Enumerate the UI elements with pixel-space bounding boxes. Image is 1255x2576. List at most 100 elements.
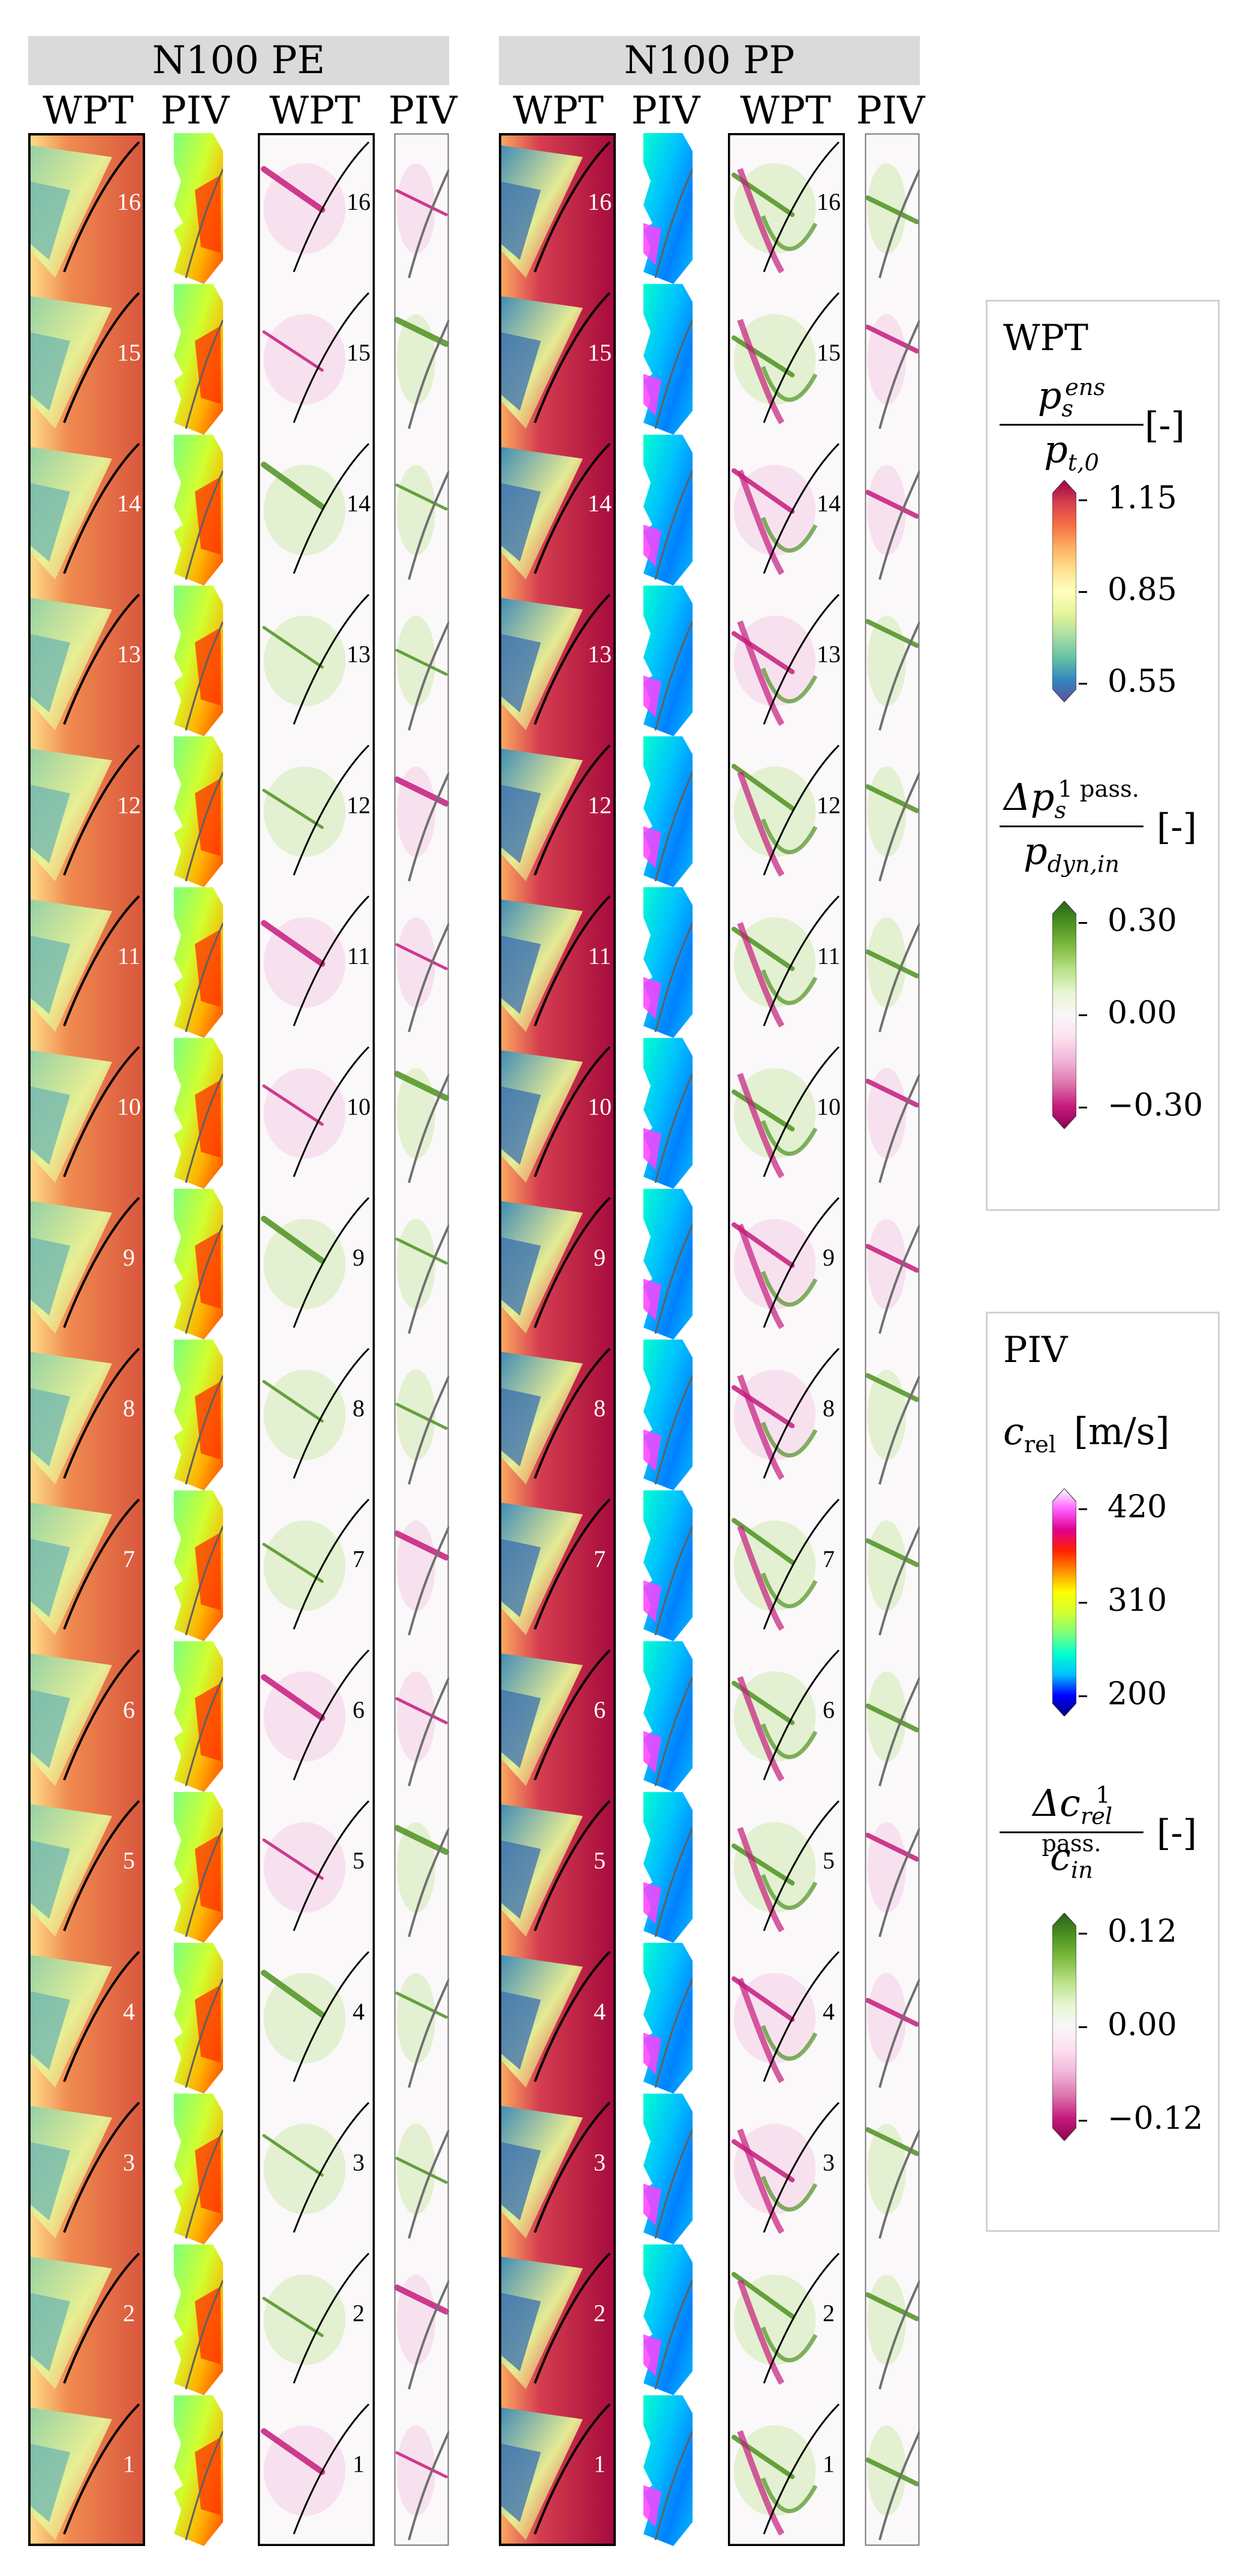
passage-number: 5 — [823, 1847, 835, 1874]
passage-number: 4 — [594, 1998, 606, 2025]
colorbar-crel — [1052, 1489, 1076, 1716]
piv-fluct-passage-13 — [865, 616, 920, 731]
fluct-passage-6: 6 — [261, 1649, 370, 1780]
passage-number: 6 — [353, 1697, 365, 1724]
passage-8: 8 — [499, 1348, 611, 1485]
passage-number: 7 — [594, 1545, 606, 1572]
passage-number: 14 — [588, 490, 612, 517]
fluct-passage-9: 9 — [261, 1197, 370, 1328]
passage-number: 11 — [118, 942, 141, 969]
passage-number: 1 — [353, 2450, 365, 2477]
passage-6: 6 — [499, 1649, 611, 1786]
passage-2: 2 — [499, 2252, 611, 2390]
panel-pe-wpt-pressure: 16 15 14 13 12 11 10 9 8 7 6 5 4 3 2 1 — [28, 133, 145, 2546]
passage-number: 3 — [353, 2149, 365, 2176]
passage-number: 11 — [588, 942, 612, 969]
passage-number: 10 — [588, 1093, 612, 1120]
passage-number: 5 — [594, 1847, 606, 1874]
fluct-passage-3: 3 — [732, 2102, 840, 2234]
fluct-passage-2: 2 — [262, 2252, 370, 2384]
legend-piv: PIV crel [m/s] 420 310 200 Δcrel1 pass. … — [986, 1312, 1220, 2232]
piv-passage-14 — [643, 435, 693, 586]
passage-5: 5 — [28, 1800, 140, 1937]
dcrel-tick-mid: 0.00 — [1107, 2007, 1177, 2043]
passage-number: 7 — [353, 1545, 365, 1572]
passage-1: 1 — [499, 2403, 611, 2540]
piv-fluct-passage-16 — [395, 163, 449, 279]
passage-number: 5 — [353, 1847, 365, 1874]
passage-2: 2 — [28, 2252, 140, 2390]
piv-passage-1 — [174, 2395, 223, 2546]
panel-pe-piv-velocity — [168, 133, 223, 2546]
passage-3: 3 — [499, 2101, 611, 2238]
column-label-pp-wpt1: WPT — [513, 89, 604, 133]
passage-11: 11 — [499, 895, 612, 1032]
colorbar-ps — [1052, 480, 1076, 702]
piv-passage-4 — [174, 1942, 223, 2094]
crel-label: crel [m/s] — [1003, 1409, 1170, 1459]
fluct-passage-15: 15 — [262, 292, 371, 423]
passage-1: 1 — [28, 2403, 140, 2540]
passage-14: 14 — [499, 442, 612, 580]
column-label-pp-piv2: PIV — [856, 89, 925, 133]
passage-number: 9 — [594, 1244, 606, 1271]
piv-passage-7 — [643, 1490, 693, 1641]
passage-4: 4 — [499, 1951, 611, 2088]
piv-passage-1 — [643, 2395, 693, 2546]
passage-number: 10 — [347, 1093, 371, 1120]
passage-number: 6 — [594, 1697, 606, 1724]
fluct-passage-1: 1 — [732, 2403, 840, 2536]
fluct-passage-4: 4 — [732, 1951, 840, 2083]
passage-number: 6 — [123, 1697, 135, 1724]
passage-number: 2 — [594, 2300, 606, 2327]
legend-wpt-title: WPT — [1003, 317, 1089, 359]
passage-7: 7 — [499, 1498, 611, 1635]
fluct-passage-11: 11 — [732, 895, 840, 1028]
column-label-pp-piv1: PIV — [631, 89, 700, 133]
passage-number: 8 — [823, 1395, 835, 1422]
piv-passage-2 — [174, 2244, 223, 2396]
piv-fluct-passage-1 — [395, 2425, 449, 2541]
piv-fluct-passage-3 — [865, 2123, 920, 2239]
passage-number: 2 — [123, 2300, 135, 2327]
piv-passage-11 — [643, 887, 693, 1038]
passage-number: 12 — [117, 791, 141, 818]
panel-pp-piv-velocity — [637, 133, 693, 2546]
passage-7: 7 — [28, 1498, 140, 1635]
legend-wpt: WPT psens pt,0 [-] 1.15 0.85 0.55 Δps1 p… — [986, 300, 1220, 1211]
passage-number: 4 — [353, 1998, 365, 2025]
passage-number: 9 — [823, 1244, 835, 1271]
piv-passage-9 — [174, 1188, 223, 1340]
piv-passage-15 — [643, 284, 693, 435]
fluct-passage-9: 9 — [732, 1197, 840, 1330]
fluct-passage-14: 14 — [732, 443, 841, 576]
fluct-passage-16: 16 — [732, 141, 841, 274]
passage-13: 13 — [499, 593, 612, 731]
piv-fluct-passage-15 — [394, 314, 449, 429]
piv-fluct-passage-10 — [394, 1068, 449, 1183]
fluct-passage-16: 16 — [261, 141, 371, 273]
piv-fluct-passage-5 — [865, 1822, 920, 1938]
piv-passage-7 — [174, 1490, 223, 1641]
fluct-passage-10: 10 — [732, 1046, 841, 1179]
column-label-pe-piv1: PIV — [160, 89, 230, 133]
passage-number: 16 — [817, 188, 841, 215]
crel-tick-min: 200 — [1107, 1676, 1167, 1712]
piv-passage-3 — [174, 2093, 223, 2244]
fluct-passage-5: 5 — [262, 1800, 370, 1932]
column-label-pe-piv2: PIV — [388, 89, 458, 133]
legend-piv-title: PIV — [1003, 1329, 1068, 1371]
passage-4: 4 — [28, 1951, 140, 2088]
fluct-passage-12: 12 — [262, 745, 371, 876]
ps-tick-max: 1.15 — [1107, 480, 1177, 516]
piv-fluct-passage-6 — [865, 1671, 920, 1786]
piv-passage-8 — [174, 1339, 223, 1491]
passage-9: 9 — [28, 1197, 140, 1334]
passage-number: 3 — [823, 2149, 835, 2176]
passage-number: 1 — [123, 2450, 135, 2477]
passage-number: 15 — [817, 339, 841, 366]
piv-passage-10 — [174, 1038, 223, 1189]
piv-fluct-passage-8 — [865, 1369, 920, 1485]
piv-passage-11 — [174, 887, 223, 1038]
passage-15: 15 — [28, 292, 141, 429]
